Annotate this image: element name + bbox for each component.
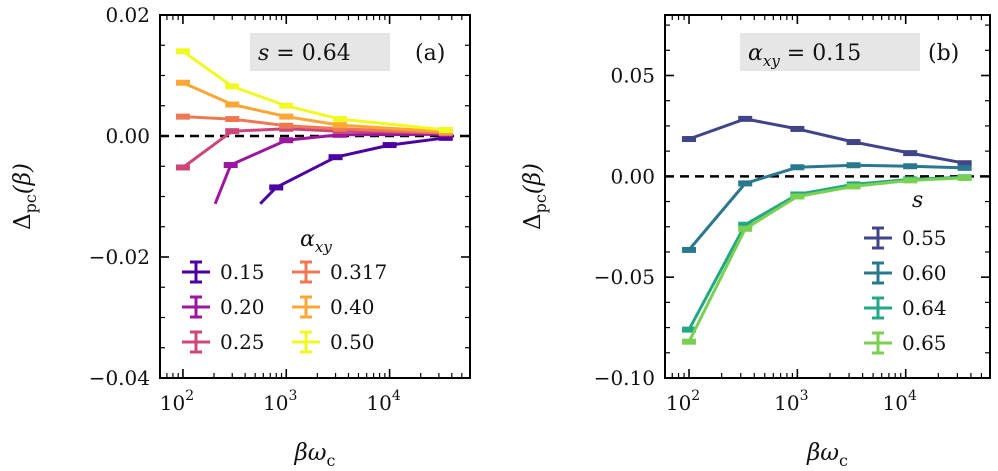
y-tick-label: 0.05 bbox=[610, 64, 655, 88]
data-point-0.55-4 bbox=[903, 150, 918, 157]
data-point-0.50-0 bbox=[175, 48, 190, 55]
data-point-0.317-1 bbox=[225, 116, 240, 123]
data-point-0.55-3 bbox=[846, 139, 861, 146]
y-tick-label: 0.00 bbox=[610, 164, 655, 188]
legend-label-0.40: 0.40 bbox=[330, 295, 375, 319]
legend-label-0.15: 0.15 bbox=[220, 260, 265, 284]
data-point-0.50-3 bbox=[332, 116, 347, 123]
data-point-0.20-1 bbox=[279, 137, 294, 144]
legend-label-0.25: 0.25 bbox=[220, 330, 265, 354]
data-point-0.40-0 bbox=[175, 79, 190, 86]
data-point-0.40-1 bbox=[225, 101, 240, 108]
data-point-0.65-3 bbox=[846, 183, 861, 190]
data-point-0.65-0 bbox=[682, 338, 697, 345]
x-axis-label: βωc bbox=[806, 440, 848, 470]
data-point-0.317-0 bbox=[175, 113, 190, 120]
data-point-0.40-3 bbox=[332, 122, 347, 129]
data-point-0.15-1 bbox=[328, 154, 343, 161]
x-tick-label: 103 bbox=[263, 388, 297, 415]
data-point-0.60-3 bbox=[846, 162, 861, 169]
data-point-0.65-4 bbox=[903, 177, 918, 184]
y-axis-label: Δpc(β) bbox=[520, 163, 550, 230]
series-line-0.55 bbox=[688, 117, 965, 165]
legend-label-0.65: 0.65 bbox=[902, 331, 947, 355]
legend-label-0.60: 0.60 bbox=[902, 261, 947, 285]
data-point-0.40-2 bbox=[279, 113, 294, 120]
x-tick-label: 103 bbox=[774, 388, 808, 415]
data-point-0.55-0 bbox=[682, 136, 697, 143]
data-point-0.60-4 bbox=[903, 163, 918, 170]
legend: s 0.55 0.60 0.64 0.65 bbox=[864, 188, 947, 355]
y-tick-label: −0.04 bbox=[89, 366, 150, 390]
y-tick-label: −0.05 bbox=[594, 265, 655, 289]
y-tick-label: −0.10 bbox=[594, 366, 655, 390]
legend-label-0.55: 0.55 bbox=[902, 226, 947, 250]
y-tick-label: −0.02 bbox=[89, 245, 150, 269]
data-point-0.55-2 bbox=[790, 125, 805, 132]
x-tick-label: 102 bbox=[160, 388, 194, 415]
data-point-0.25-1 bbox=[225, 128, 240, 135]
legend-label-0.317: 0.317 bbox=[330, 260, 387, 284]
data-point-0.55-1 bbox=[738, 115, 753, 122]
y-axis-label: Δpc(β) bbox=[10, 163, 40, 230]
series-line-0.65 bbox=[687, 176, 965, 343]
data-point-0.25-0 bbox=[175, 164, 190, 171]
data-point-0.25-2 bbox=[279, 125, 294, 132]
data-point-0.15-2 bbox=[382, 142, 397, 149]
data-point-0.20-0 bbox=[223, 162, 238, 169]
x-tick-label: 104 bbox=[883, 388, 917, 415]
x-tick-label: 102 bbox=[666, 388, 700, 415]
legend-title: αxy bbox=[300, 227, 332, 256]
panel-b: −0.10 −0.05 0.00 0.05 102 103 104 βωc Δpc(β) αxy … bbox=[520, 14, 991, 470]
annotation-box bbox=[740, 33, 920, 71]
data-point-0.65-2 bbox=[790, 193, 805, 200]
data-point-0.60-5 bbox=[957, 164, 972, 171]
data-point-0.65-5 bbox=[957, 174, 972, 181]
x-axis-label: βωc bbox=[293, 440, 335, 470]
legend-label-0.50: 0.50 bbox=[330, 330, 375, 354]
annotation-text: αxy = 0.15 bbox=[748, 41, 861, 70]
data-point-0.64-0 bbox=[682, 326, 697, 333]
plot-area bbox=[682, 115, 972, 345]
data-point-0.50-4 bbox=[438, 126, 453, 133]
data-point-0.60-2 bbox=[790, 164, 805, 171]
plot-area bbox=[175, 48, 453, 205]
data-point-0.50-2 bbox=[279, 102, 294, 109]
data-point-0.50-1 bbox=[225, 83, 240, 90]
data-point-0.60-0 bbox=[682, 246, 697, 253]
data-point-0.64-1 bbox=[738, 221, 753, 228]
data-point-0.65-1 bbox=[738, 225, 753, 232]
data-point-0.20-2 bbox=[332, 131, 347, 138]
x-tick-label: 104 bbox=[366, 388, 400, 415]
y-tick-label: 0.00 bbox=[105, 124, 150, 148]
panel-a: −0.04 −0.02 0.00 0.02 102 103 104 βωc Δpc(β) s = … bbox=[10, 3, 471, 470]
legend-title: s bbox=[912, 188, 923, 213]
legend: αxy 0.15 0.20 0.25 0.317 0.40 0.50 bbox=[182, 227, 387, 354]
data-point-0.55-5 bbox=[957, 160, 972, 167]
series-line-0.15 bbox=[259, 136, 446, 205]
series-line-0.20 bbox=[213, 132, 446, 205]
plot-frame bbox=[664, 14, 991, 379]
data-point-0.15-3 bbox=[438, 134, 453, 141]
series-line-0.60 bbox=[687, 163, 965, 251]
legend-label-0.20: 0.20 bbox=[220, 295, 265, 319]
legend-label-0.64: 0.64 bbox=[902, 296, 947, 320]
panel-tag: (b) bbox=[928, 41, 959, 66]
data-point-0.317-3 bbox=[332, 125, 347, 132]
data-point-0.60-1 bbox=[738, 180, 753, 187]
panel-tag: (a) bbox=[415, 41, 445, 66]
annotation-box bbox=[250, 33, 390, 71]
data-point-0.317-2 bbox=[279, 122, 294, 129]
annotation-text: s = 0.64 bbox=[258, 41, 351, 66]
data-point-0.15-0 bbox=[269, 184, 284, 191]
y-tick-label: 0.02 bbox=[105, 3, 150, 27]
